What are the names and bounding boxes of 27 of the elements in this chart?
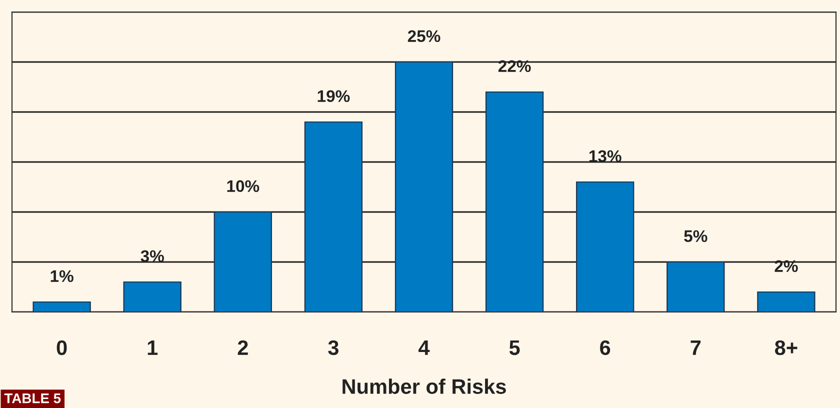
data-label: 1%: [50, 270, 74, 282]
bar: [666, 261, 725, 312]
x-tick-label: 7: [690, 340, 701, 355]
data-label: 5%: [684, 230, 708, 242]
bar: [32, 301, 91, 312]
caption: TABLE 5: [4, 394, 61, 404]
data-label: 19%: [318, 90, 350, 102]
x-tick-label: 1: [148, 340, 158, 355]
bar: [485, 91, 544, 312]
x-axis-title: Number of Risks: [342, 378, 506, 394]
bar: [304, 121, 363, 312]
x-tick-label: 5: [509, 340, 520, 356]
data-label: 10%: [227, 180, 260, 192]
bar: [214, 211, 272, 312]
bar: [576, 181, 634, 312]
x-tick-label: 4: [418, 340, 430, 355]
data-label: 25%: [408, 30, 440, 42]
bar: [123, 281, 182, 312]
bar: [757, 291, 816, 312]
bar: [394, 61, 454, 312]
x-tick-label: 2: [238, 340, 248, 355]
x-tick-label: 0: [56, 340, 67, 356]
x-tick-label: 6: [600, 340, 610, 356]
x-tick-label: 3: [328, 340, 338, 356]
x-tick-label: 8+: [774, 340, 798, 356]
data-label: 3%: [140, 250, 164, 262]
data-label: 13%: [589, 150, 622, 162]
